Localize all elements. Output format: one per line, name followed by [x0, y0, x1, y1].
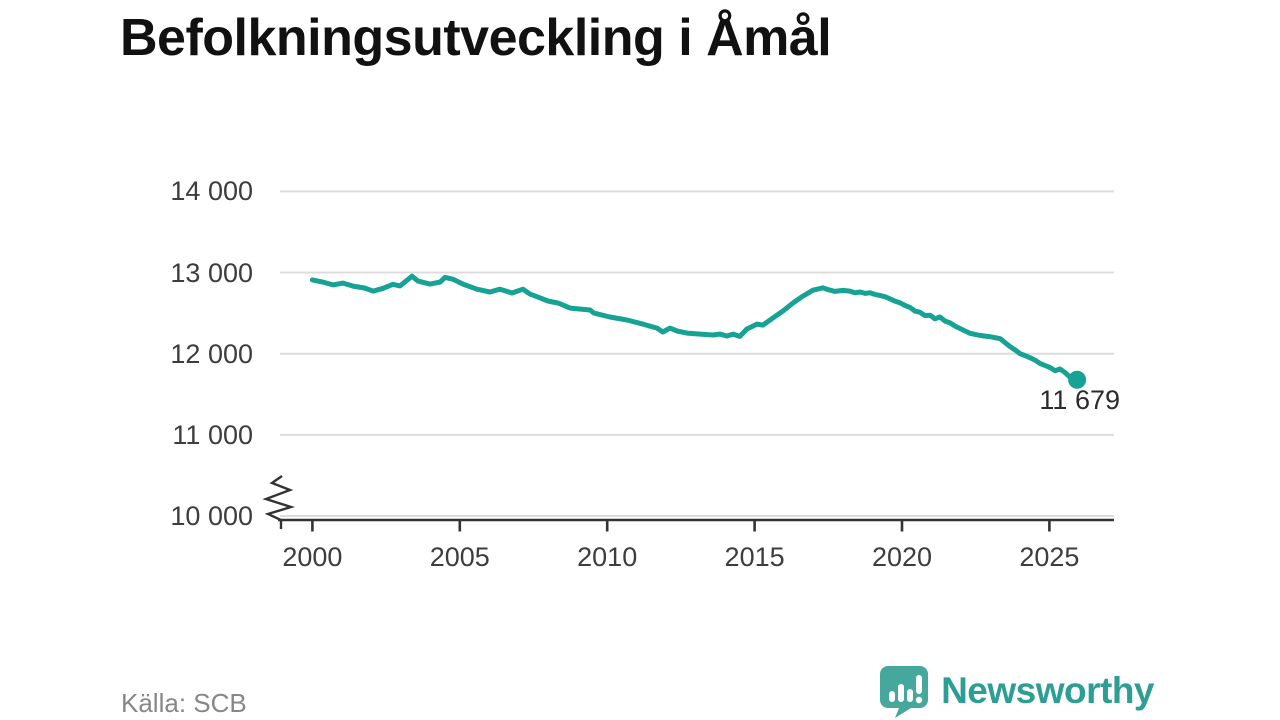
newsworthy-wordmark: Newsworthy	[941, 670, 1154, 711]
axis-break-icon	[262, 475, 296, 529]
y-tick-label: 13 000	[170, 257, 253, 288]
x-tick-label: 2000	[282, 542, 343, 572]
x-tick-label: 2005	[429, 542, 490, 572]
source-note: Källa: SCB	[121, 688, 247, 718]
x-tick-label: 2020	[871, 542, 933, 572]
y-tick-label: 10 000	[170, 501, 253, 531]
last-value-label: 11 679	[1039, 385, 1120, 415]
last-point-dot	[1068, 370, 1087, 389]
y-tick-label: 12 000	[170, 338, 253, 369]
x-tick-label: 2025	[1019, 542, 1080, 572]
x-tick-label: 2015	[724, 542, 785, 572]
newsworthy-logo: Newsworthy	[878, 663, 1154, 719]
y-tick-label: 11 000	[172, 419, 253, 450]
newsworthy-bubble-chart-icon	[880, 665, 929, 718]
page-title: Befolkningsutveckling i Åmål	[120, 9, 832, 67]
x-tick-label: 2010	[577, 542, 638, 572]
population-line	[309, 273, 1080, 383]
y-tick-label: 14 000	[170, 176, 253, 207]
